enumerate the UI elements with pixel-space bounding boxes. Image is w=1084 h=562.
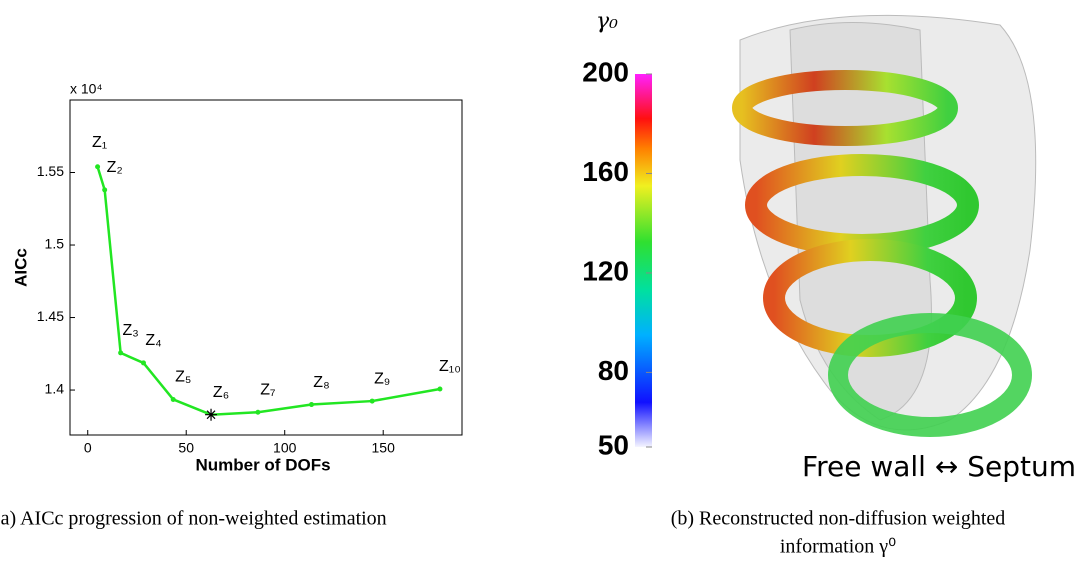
y-axis-label: AICc [11,248,30,287]
caption: (b) Reconstructed non-diffusion weighted [671,508,1006,530]
x-tick-label: 150 [372,440,396,456]
colorbar-tick-label: 50 [598,429,629,460]
point-label: Z₆ [213,384,229,401]
x-axis-label: Number of DOFs [195,455,330,474]
data-point [170,396,176,402]
data-point [309,402,315,408]
x-tick-label: 50 [178,440,194,456]
point-label: Z₁ [92,134,107,151]
annotation: Free wall ↔ Septum [802,450,1076,483]
y-tick-label: 1.55 [37,163,64,179]
point-label: Z₅ [175,369,191,386]
point-label: Z₉ [374,370,390,387]
colorbar-tick-label: 120 [582,255,629,286]
data-line [96,166,441,416]
data-point [102,187,108,193]
data-point [118,350,124,356]
point-label: Z₄ [145,332,161,349]
x-tick-label: 0 [84,440,92,456]
point-label: Z₁₀ [439,358,461,375]
point-label: Z₈ [313,374,329,391]
caption: (a) AICc progression of non-weighted est… [0,508,387,530]
caption: information γ⁰ [780,536,896,558]
data-point [95,164,101,170]
star-marker [205,408,218,421]
y-multiplier: x 10⁴ [70,81,102,97]
y-tick-label: 1.45 [37,308,64,324]
colorbar-tick-label: 200 [582,56,629,87]
colorbar-tick-label: 160 [582,156,629,187]
colorbar-title: γ₀ [596,9,618,34]
data-point [140,360,146,366]
point-label: Z₂ [107,159,123,176]
data-point [369,398,375,404]
data-point [437,386,443,392]
axes-box [69,99,463,436]
data-point [255,409,261,415]
x-tick-label: 100 [273,440,297,456]
colorbar-tick-label: 80 [598,355,629,386]
colorbar [635,74,652,447]
y-tick-label: 1.5 [45,236,65,252]
point-label: Z₇ [260,381,275,398]
heart-render [732,14,1037,437]
point-label: Z₃ [122,322,138,339]
y-tick-label: 1.4 [45,381,65,397]
